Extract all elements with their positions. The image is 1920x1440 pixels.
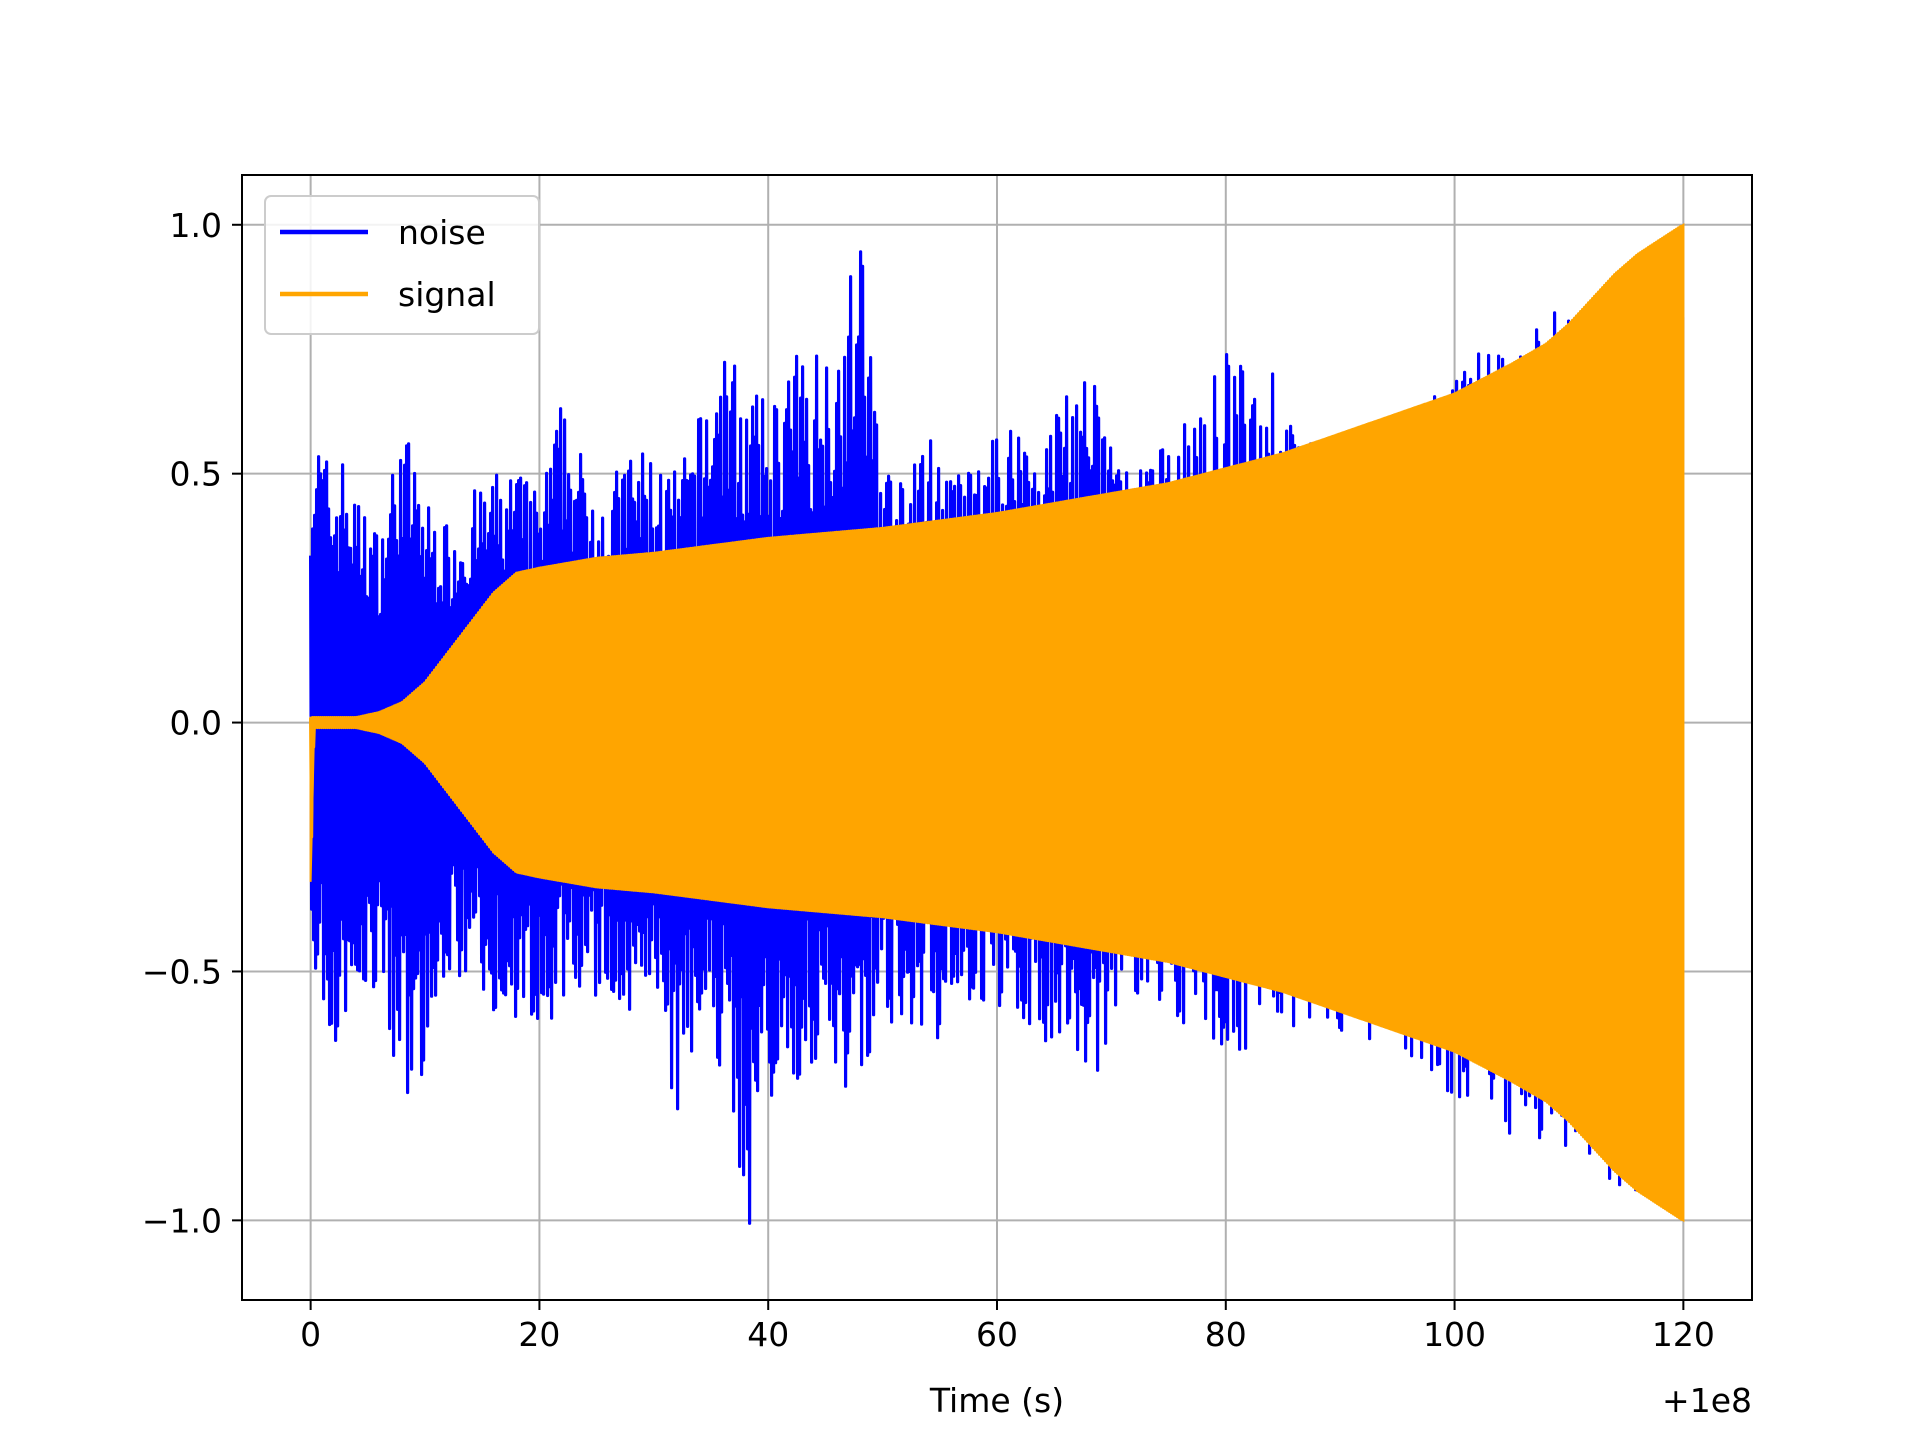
legend-label-noise: noise xyxy=(398,213,486,252)
x-axis-offset-label: +1e8 xyxy=(1662,1381,1752,1420)
x-tick-label: 80 xyxy=(1205,1315,1247,1354)
series-fill-signal xyxy=(309,222,1685,1223)
x-tick-label: 40 xyxy=(747,1315,789,1354)
x-tick-label: 120 xyxy=(1652,1315,1715,1354)
x-tick-label: 100 xyxy=(1423,1315,1486,1354)
ticks: 0 20 40 60 80 100 120 −1.0 −0.5 0.0 0.5 1.0 xyxy=(142,206,1715,1354)
x-tick-label: 60 xyxy=(976,1315,1018,1354)
y-tick-label: 0.5 xyxy=(170,455,222,494)
x-tick-label: 20 xyxy=(518,1315,560,1354)
x-tick-label: 0 xyxy=(300,1315,321,1354)
x-axis-label: Time (s) xyxy=(929,1381,1064,1420)
plot-area xyxy=(309,222,1685,1225)
legend: noise signal xyxy=(264,195,540,335)
legend-label-signal: signal xyxy=(398,275,496,314)
y-tick-label: −0.5 xyxy=(142,952,222,991)
y-tick-label: 1.0 xyxy=(170,206,222,245)
y-tick-label: 0.0 xyxy=(170,704,222,743)
y-tick-label: −1.0 xyxy=(142,1201,222,1240)
